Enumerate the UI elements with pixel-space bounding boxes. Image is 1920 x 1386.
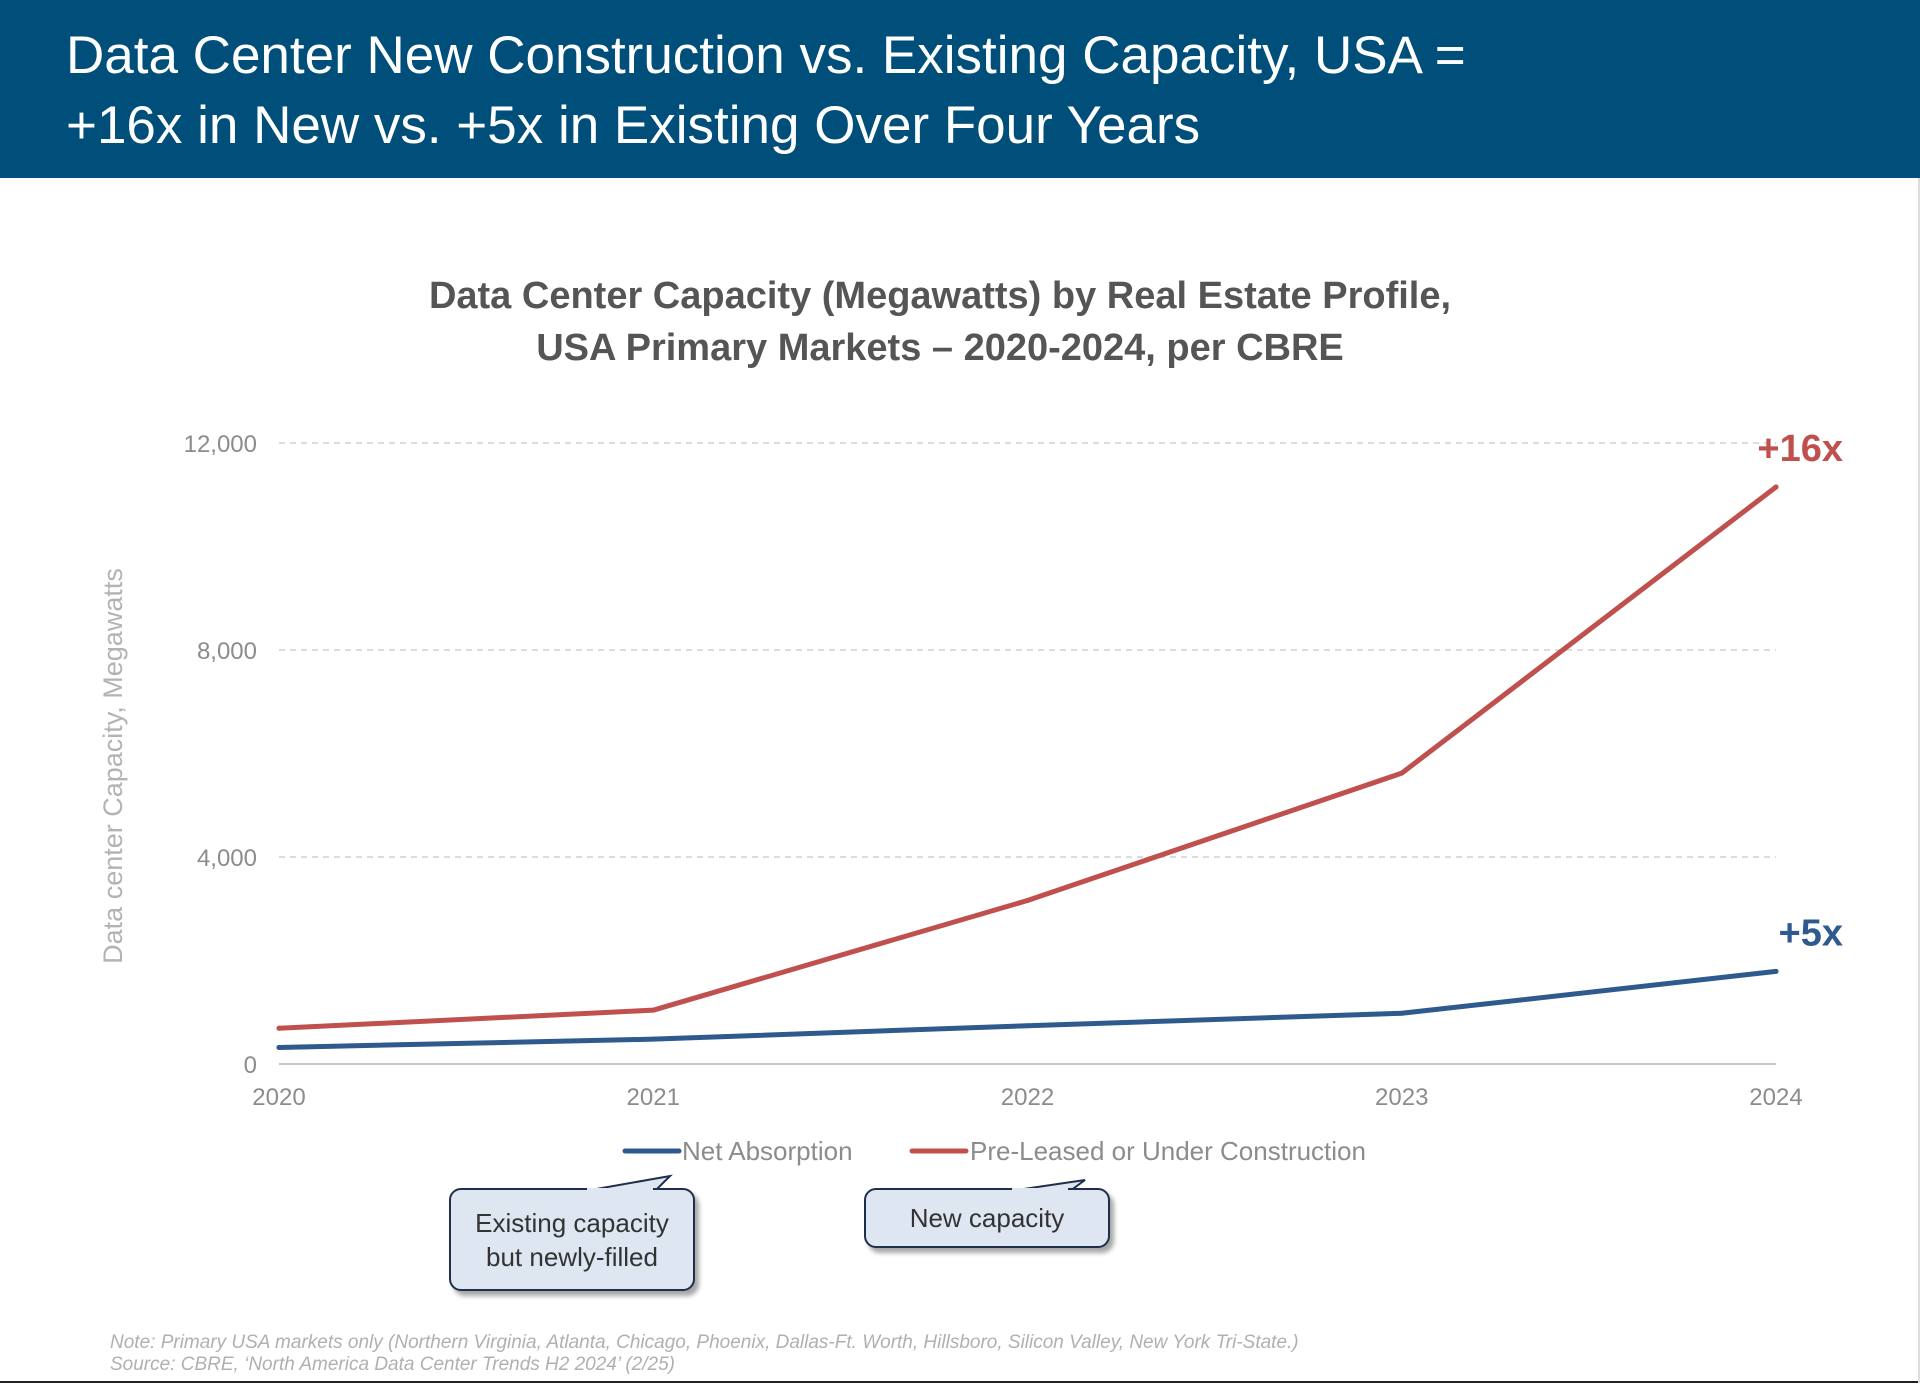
data-point [1399, 1010, 1405, 1016]
axis-ticks: 0 4,000 8,000 12,000 2020 2021 2022 2023 2024 [184, 431, 1803, 1111]
data-point [650, 1007, 656, 1013]
end-labels: +5x +16x [1757, 428, 1843, 954]
y-axis-title: Data center Capacity, Megawatts [98, 568, 128, 964]
data-point [650, 1036, 656, 1042]
x-tick-label: 2022 [1001, 1084, 1054, 1111]
slide-title-line-2: +16x in New vs. +5x in Existing Over Fou… [66, 96, 1201, 155]
data-point [1773, 968, 1779, 974]
x-tick-label: 2023 [1375, 1084, 1428, 1111]
callout-existing-seam [587, 1188, 653, 1192]
callout-new-seam [1012, 1188, 1068, 1192]
gridlines [279, 442, 1776, 858]
footnote-note: Note: Primary USA markets only (Northern… [110, 1332, 1299, 1353]
x-tick-label: 2020 [252, 1084, 305, 1111]
data-point [1399, 770, 1405, 776]
right-rule [1918, 178, 1920, 1383]
chart-title-line-1: Data Center Capacity (Megawatts) by Real… [429, 275, 1451, 317]
legend-label: Pre-Leased or Under Construction [970, 1136, 1366, 1166]
legend: Net Absorption Pre-Leased or Under Constr… [622, 1136, 1366, 1166]
end-label-1: +5x [1779, 912, 1843, 954]
data-point [1025, 897, 1030, 903]
x-tick-label: 2024 [1749, 1084, 1802, 1111]
data-point [276, 1025, 282, 1031]
y-tick-label: 0 [244, 1052, 257, 1079]
callout-new-capacity: New capacity [864, 1188, 1110, 1248]
data-point [276, 1044, 282, 1050]
series-lines [276, 484, 1779, 1050]
y-tick-label: 4,000 [197, 845, 257, 872]
end-label-2: +16x [1757, 428, 1843, 470]
y-tick-label: 12,000 [184, 431, 257, 458]
data-point [1773, 484, 1779, 490]
legend-label: Net Absorption [682, 1136, 853, 1166]
slide-header: Data Center New Construction vs. Existin… [0, 0, 1920, 178]
data-point [1025, 1023, 1030, 1029]
chart-title-line-2: USA Primary Markets – 2020-2024, per CBR… [536, 327, 1344, 369]
callout-existing-capacity: Existing capacity but newly-filled [449, 1188, 695, 1291]
y-tick-label: 8,000 [197, 638, 257, 665]
x-tick-label: 2021 [627, 1084, 680, 1111]
bottom-rule [0, 1381, 1920, 1383]
footnote-source: Source: CBRE, ‘North America Data Center… [110, 1354, 675, 1375]
slide-title-line-1: Data Center New Construction vs. Existin… [66, 26, 1466, 85]
